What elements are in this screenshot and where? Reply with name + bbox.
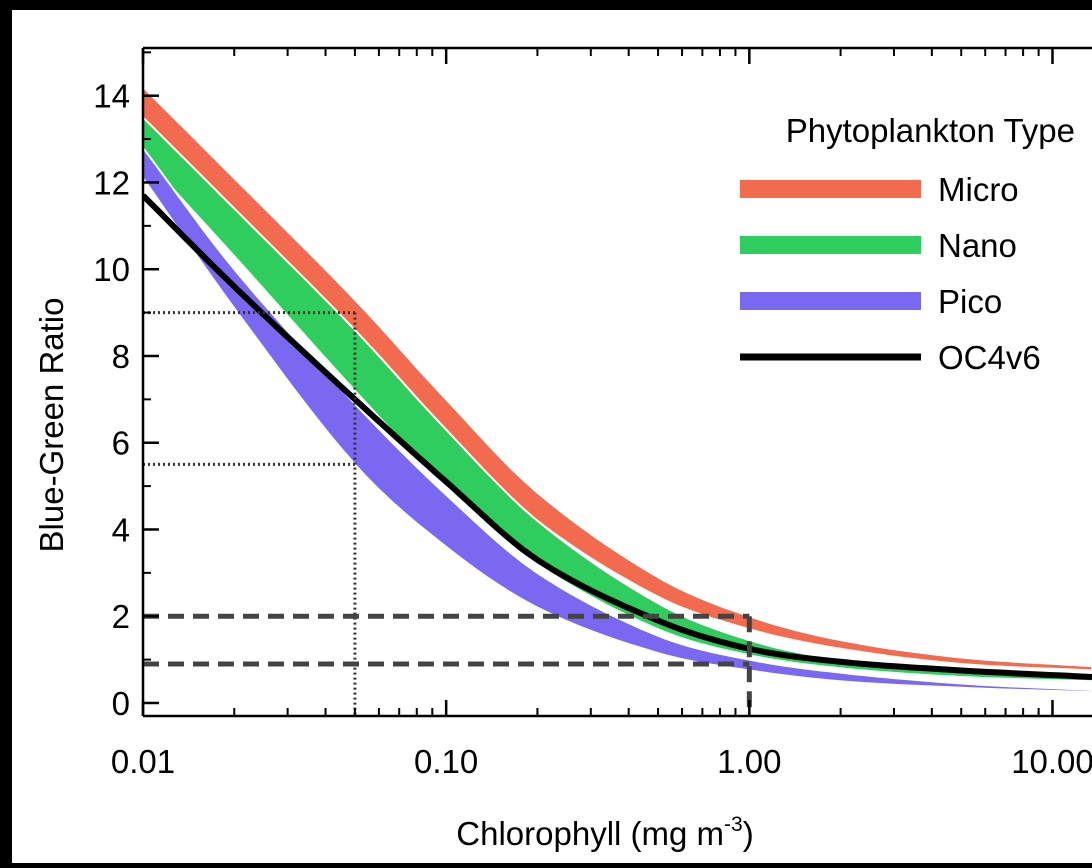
y-tick-label-3: 4 bbox=[112, 511, 130, 548]
y-tick-label-1: 0 bbox=[112, 685, 130, 722]
plot-area bbox=[143, 85, 1092, 716]
legend: Phytoplankton Type Micro Nano Pico OC4v6 bbox=[740, 112, 1075, 376]
x-axis-label-close: ) bbox=[743, 815, 754, 852]
x-axis-label-main: Chlorophyll (mg m bbox=[456, 815, 724, 852]
legend-label-oc4v6: OC4v6 bbox=[938, 339, 1041, 376]
legend-title: Phytoplankton Type bbox=[786, 112, 1075, 149]
x-axis-label-superscript: -3 bbox=[724, 813, 743, 836]
y-tick-label-6: 10 bbox=[93, 251, 130, 288]
legend-label-nano: Nano bbox=[938, 227, 1017, 264]
x-tick-label-3: 1.00 bbox=[717, 743, 781, 780]
plot-contents bbox=[143, 85, 1092, 694]
axes: 0.01 0.10 1.00 10.00 0 2 4 6 8 10 12 14 bbox=[93, 46, 1092, 780]
y-tick-label-5: 8 bbox=[112, 338, 130, 375]
x-tick-label-4: 10.00 bbox=[1011, 743, 1092, 780]
y-tick-label-8: 14 bbox=[93, 78, 130, 115]
y-tick-label-2: 2 bbox=[112, 598, 130, 635]
band-nano bbox=[143, 115, 1092, 683]
series-line-oc4v6 bbox=[143, 193, 1092, 680]
band-pico bbox=[143, 146, 1092, 694]
y-tick-label-7: 12 bbox=[93, 164, 130, 201]
x-tick-label-2: 0.10 bbox=[414, 743, 478, 780]
legend-label-pico: Pico bbox=[938, 283, 1002, 320]
x-axis-label: Chlorophyll (mg m-3) bbox=[456, 813, 753, 852]
legend-label-micro: Micro bbox=[938, 171, 1019, 208]
y-tick-label-4: 6 bbox=[112, 425, 130, 462]
x-tick-label-1: 0.01 bbox=[111, 743, 175, 780]
y-axis-label: Blue-Green Ratio bbox=[33, 298, 70, 553]
